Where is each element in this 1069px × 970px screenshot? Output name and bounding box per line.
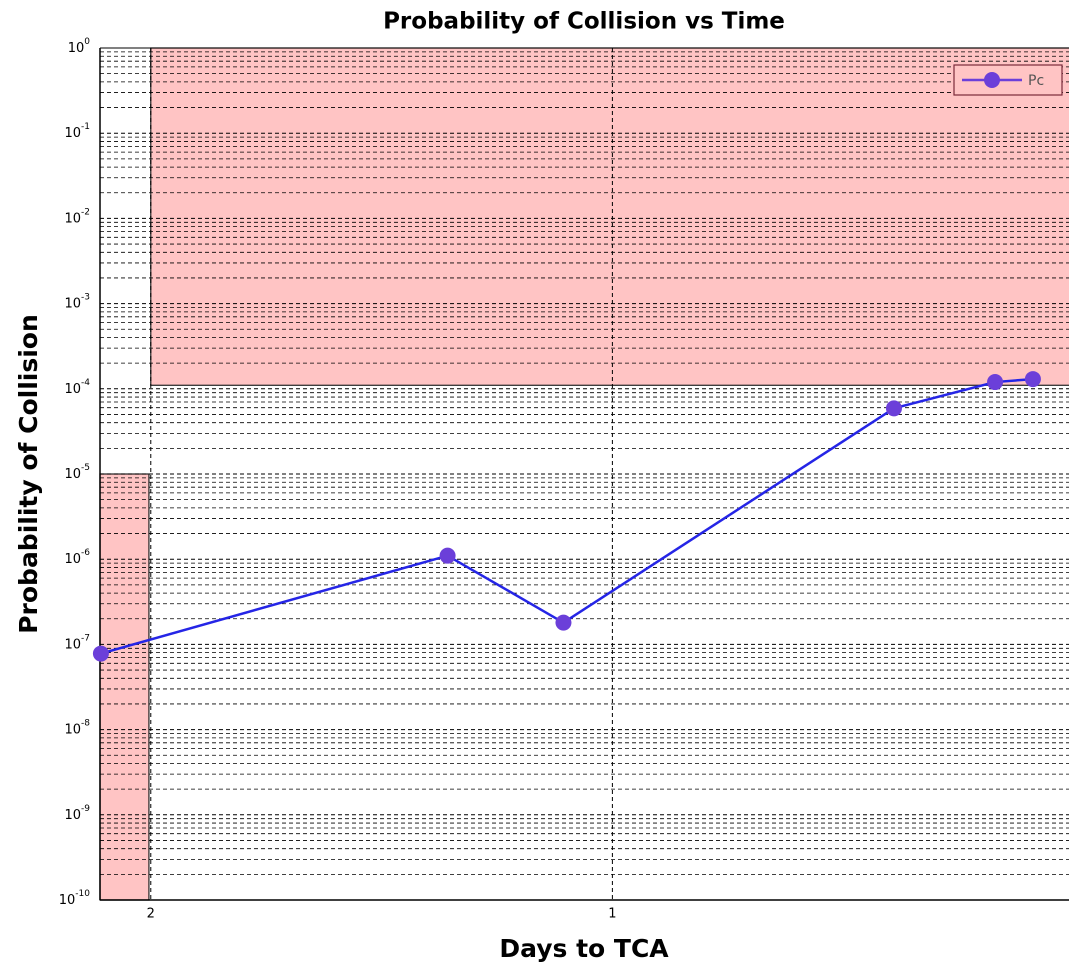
y-tick-exponent: -9 [81, 803, 90, 813]
threshold-region [99, 473, 150, 901]
y-tick-exponent: 0 [84, 37, 90, 47]
y-tick-label: 10-6 [64, 548, 90, 567]
chart-title: Probability of Collision vs Time [383, 9, 785, 35]
y-tick-base: 10 [64, 381, 81, 396]
y-tick-exponent: -5 [81, 463, 90, 473]
y-tick-base: 10 [64, 552, 81, 567]
x-axis-label: Days to TCA [499, 934, 669, 963]
y-tick-label: 10-4 [64, 377, 90, 396]
data-point [1024, 371, 1041, 388]
y-tick-label: 10-7 [64, 633, 90, 652]
y-tick-label: 10-10 [59, 889, 91, 908]
y-tick-exponent: -1 [81, 122, 90, 132]
data-point [92, 645, 109, 662]
y-tick-base: 10 [64, 637, 81, 652]
y-tick-label: 10-8 [64, 718, 90, 737]
y-tick-label: 10-5 [64, 463, 90, 482]
y-axis-label: Probability of Collision [14, 314, 43, 634]
y-tick-base: 10 [64, 807, 81, 822]
y-tick-base: 10 [64, 126, 81, 141]
y-tick-base: 10 [64, 296, 81, 311]
y-tick-label: 10-2 [64, 207, 90, 226]
y-tick-label: 10-3 [64, 292, 90, 311]
data-point [555, 614, 572, 631]
y-tick-label: 10-9 [64, 803, 90, 822]
y-tick-base: 10 [64, 211, 81, 226]
y-tick-exponent: -6 [81, 548, 90, 558]
data-point [987, 374, 1004, 391]
y-tick-exponent: -8 [81, 718, 90, 728]
series-line [100, 377, 1034, 655]
y-tick-exponent: -4 [81, 377, 90, 387]
y-tick-exponent: -3 [81, 292, 90, 302]
y-tick-exponent: -7 [81, 633, 90, 643]
x-tick-label: 2 [147, 907, 155, 922]
y-tick-exponent: -2 [81, 207, 90, 217]
y-tick-label: 100 [68, 37, 91, 56]
y-tick-label: 10-1 [64, 122, 90, 141]
legend-label: Pc [1028, 73, 1044, 89]
y-tick-base: 10 [59, 893, 76, 908]
data-point [439, 547, 456, 564]
threshold-region [150, 47, 1069, 386]
y-tick-exponent: -10 [75, 889, 90, 899]
legend-marker [984, 72, 1000, 88]
y-tick-base: 10 [64, 467, 81, 482]
x-tick-label: 1 [608, 907, 616, 922]
y-tick-base: 10 [68, 41, 85, 56]
y-tick-base: 10 [64, 722, 81, 737]
data-point [885, 400, 902, 417]
